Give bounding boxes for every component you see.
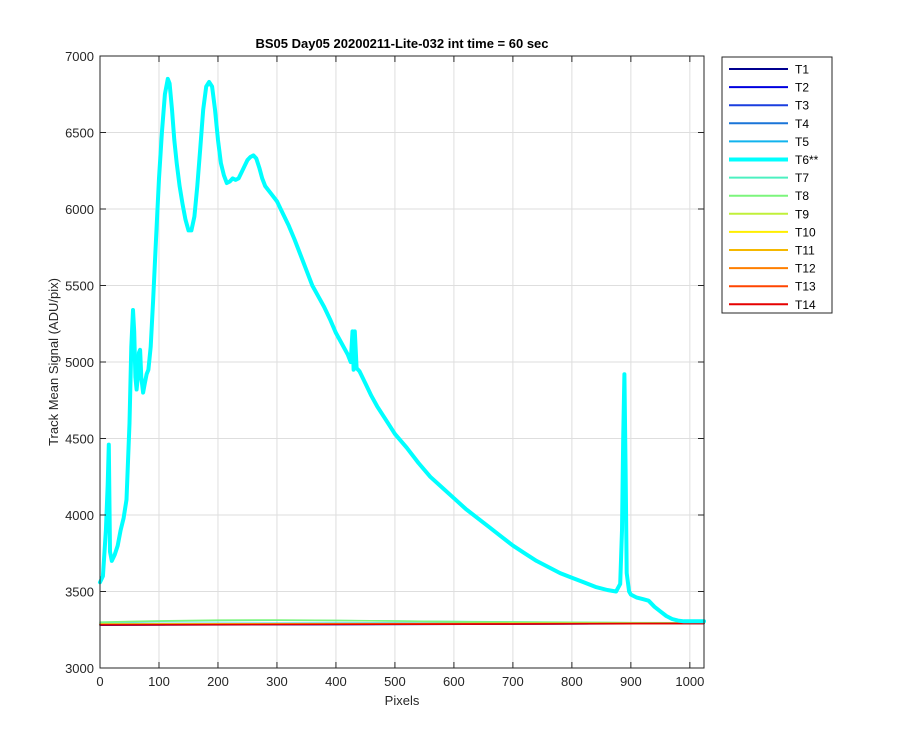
x-tick-label: 800 (561, 674, 583, 689)
y-tick-label: 6500 (65, 126, 94, 141)
y-tick-label: 4000 (65, 508, 94, 523)
legend-label: T10 (795, 225, 816, 239)
legend-label: T3 (795, 99, 809, 113)
y-axis-label: Track Mean Signal (ADU/pix) (46, 278, 61, 446)
legend-label: T14 (795, 298, 816, 312)
y-tick-label: 6000 (65, 202, 94, 217)
x-tick-label: 0 (96, 674, 103, 689)
axis-ticks: 0 100 200 300 400 500 600 700 800 900 1000 3000 3500… (65, 49, 704, 689)
x-axis-label: Pixels (385, 693, 420, 708)
x-tick-label: 300 (266, 674, 288, 689)
legend: T1 T2 T3 T4 T5 T6** T7 T8 T9 T10 T11 T12 T13 T14 (721, 56, 833, 314)
legend-label: T5 (795, 135, 809, 149)
x-tick-label: 600 (443, 674, 465, 689)
y-tick-label: 3500 (65, 585, 94, 600)
y-tick-label: 7000 (65, 49, 94, 64)
legend-box (721, 56, 833, 314)
x-tick-label: 100 (148, 674, 170, 689)
series-line-t14 (99, 622, 705, 626)
legend-label: T6** (795, 153, 819, 167)
x-tick-label: 900 (620, 674, 642, 689)
series-group (98, 76, 706, 626)
legend-label: T9 (795, 207, 809, 221)
legend-label: T12 (795, 262, 816, 276)
legend-label: T13 (795, 280, 816, 294)
legend-label: T4 (795, 117, 809, 131)
y-tick-label: 5000 (65, 355, 94, 370)
legend-label: T1 (795, 63, 809, 77)
y-tick-label: 5500 (65, 279, 94, 294)
chart-title: BS05 Day05 20200211-Lite-032 int time = … (255, 36, 548, 51)
y-tick-label: 3000 (65, 661, 94, 676)
legend-label: T2 (795, 81, 809, 95)
legend-label: T11 (795, 244, 815, 258)
x-tick-label: 200 (207, 674, 229, 689)
legend-label: T8 (795, 189, 809, 203)
legend-label: T7 (795, 171, 809, 185)
grid (100, 56, 704, 668)
y-tick-label: 4500 (65, 432, 94, 447)
series-line-t6 (98, 76, 706, 624)
x-tick-label: 700 (502, 674, 524, 689)
x-tick-label: 1000 (675, 674, 704, 689)
x-tick-label: 400 (325, 674, 347, 689)
x-tick-label: 500 (384, 674, 406, 689)
